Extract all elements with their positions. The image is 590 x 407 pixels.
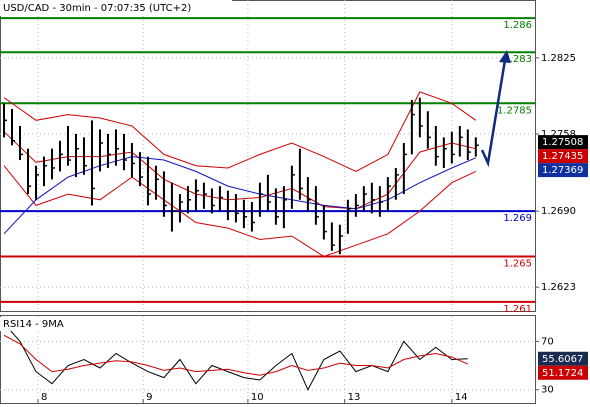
level-label: 1.265 xyxy=(503,259,532,270)
last-value-box xyxy=(538,163,588,178)
rsi-title: RSI14 - 9MA xyxy=(3,319,64,330)
y-tick-label: 1.2825 xyxy=(541,53,576,64)
level-label: 1.283 xyxy=(503,54,532,65)
chart-title: USD/CAD - 30min - 07:07:35 (UTC+2) xyxy=(3,3,191,14)
x-tick-label: 9 xyxy=(146,392,152,403)
y-tick-label: 30 xyxy=(541,385,554,396)
y-tick-label: 1.2690 xyxy=(541,206,576,217)
x-tick-label: 10 xyxy=(251,392,264,403)
forecast-path xyxy=(480,59,507,168)
last-value-label: 1.27369 xyxy=(542,165,583,176)
level-label: 1.261 xyxy=(503,304,532,315)
last-value-label: 55.6067 xyxy=(542,354,583,365)
level-label: 1.2785 xyxy=(497,105,532,116)
indicator-line xyxy=(3,165,477,258)
last-value-label: 1.27435 xyxy=(542,151,583,162)
forecast-arrow xyxy=(480,50,511,168)
last-value-box xyxy=(538,149,588,164)
rsi-line xyxy=(3,322,468,391)
x-tick-label: 14 xyxy=(455,392,468,403)
last-value-label: 51.1724 xyxy=(542,368,583,379)
y-tick-label: 1.2758 xyxy=(541,129,576,140)
level-label: 1.269 xyxy=(503,213,532,224)
y-tick-label: 1.2623 xyxy=(541,282,576,293)
last-value-box xyxy=(538,351,588,366)
y-tick-label: 70 xyxy=(541,336,554,347)
x-tick-label: 13 xyxy=(348,392,361,403)
arrow-head xyxy=(499,50,511,63)
last-value-box xyxy=(538,365,588,380)
rsi-panel-frame xyxy=(0,315,536,404)
rsi-title-bg xyxy=(0,317,72,331)
rsi-line xyxy=(3,334,469,376)
last-value-label: 1.27508 xyxy=(542,137,583,148)
indicator-line xyxy=(3,91,477,172)
level-label: 1.286 xyxy=(503,20,532,31)
x-tick-label: 8 xyxy=(41,392,47,403)
price-panel-frame xyxy=(0,0,536,312)
last-value-box xyxy=(538,135,588,150)
indicator-line xyxy=(3,131,476,210)
title-bg xyxy=(0,0,232,16)
